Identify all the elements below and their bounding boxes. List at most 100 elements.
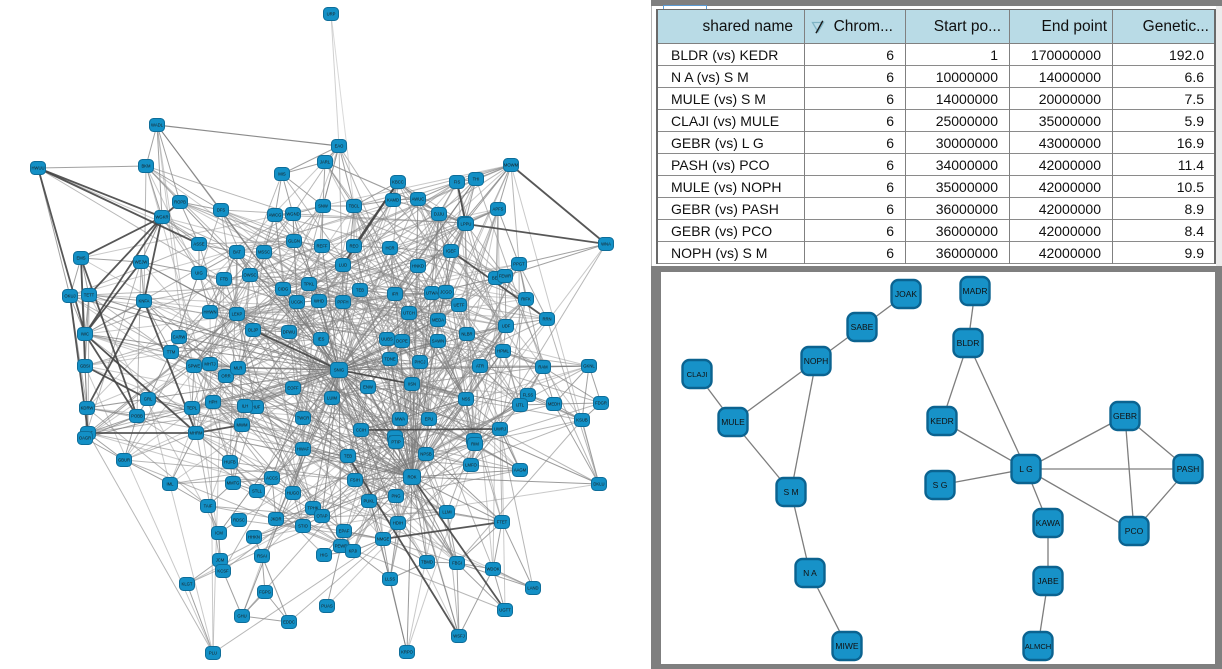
svg-text:STLL: STLL xyxy=(252,489,263,494)
svg-text:UETF: UETF xyxy=(454,303,465,308)
svg-text:TEB: TEB xyxy=(356,288,364,293)
svg-text:STIO: STIO xyxy=(298,524,309,529)
svg-text:KAWA: KAWA xyxy=(1036,518,1061,528)
svg-text:REFF: REFF xyxy=(317,244,328,249)
svg-text:RIFK: RIFK xyxy=(521,297,531,302)
svg-text:GHU: GHU xyxy=(237,614,246,619)
svg-text:TEB: TEB xyxy=(344,454,352,459)
svg-text:UDF: UDF xyxy=(502,324,511,329)
svg-text:MIWE: MIWE xyxy=(835,641,858,651)
svg-text:WDOK: WDOK xyxy=(486,567,499,572)
svg-text:KBCC: KBCC xyxy=(392,180,404,185)
svg-text:WADL: WADL xyxy=(151,123,164,128)
svg-text:LMFO: LMFO xyxy=(465,463,477,468)
svg-text:ENW: ENW xyxy=(363,385,373,390)
svg-text:IJTL: IJTL xyxy=(516,403,525,408)
svg-text:IGEF: IGEF xyxy=(446,249,456,254)
svg-text:TBCL: TBCL xyxy=(349,204,360,209)
svg-text:TPHK: TPHK xyxy=(307,506,318,511)
svg-text:UTWA: UTWA xyxy=(426,291,438,296)
svg-text:HPH: HPH xyxy=(209,400,218,405)
svg-text:ROK: ROK xyxy=(407,475,416,480)
svg-text:LLMI: LLMI xyxy=(442,510,451,515)
svg-text:HHKN: HHKN xyxy=(248,535,260,540)
svg-text:IWC: IWC xyxy=(81,332,89,337)
svg-text:TWCR: TWCR xyxy=(297,416,310,421)
svg-text:CLAJI: CLAJI xyxy=(687,370,708,379)
svg-text:CARW: CARW xyxy=(173,335,186,340)
svg-text:CIDG: CIDG xyxy=(278,287,288,292)
svg-text:UTCH: UTCH xyxy=(403,311,415,316)
svg-text:HPML: HPML xyxy=(497,349,509,354)
svg-text:MMTG: MMTG xyxy=(227,481,240,486)
svg-text:ALMCH: ALMCH xyxy=(1025,642,1052,651)
svg-text:UWRJ: UWRJ xyxy=(494,427,506,432)
svg-text:RDSC: RDSC xyxy=(233,518,245,523)
svg-text:SABE: SABE xyxy=(851,322,874,332)
svg-text:MEDA: MEDA xyxy=(432,318,444,323)
svg-text:RIM: RIM xyxy=(471,442,479,447)
svg-text:MULE: MULE xyxy=(721,417,745,427)
svg-text:PPGT: PPGT xyxy=(513,262,525,267)
svg-text:MOWM: MOWM xyxy=(504,163,519,168)
svg-text:HUGO: HUGO xyxy=(287,491,300,496)
svg-text:ASSE: ASSE xyxy=(193,242,204,247)
svg-text:DFS: DFS xyxy=(217,208,226,213)
svg-text:BKM: BKM xyxy=(141,164,151,169)
svg-text:PUKL: PUKL xyxy=(364,499,376,504)
svg-text:FTB: FTB xyxy=(220,277,228,282)
svg-text:TEPL: TEPL xyxy=(187,406,198,411)
svg-text:TBMD: TBMD xyxy=(421,560,433,565)
svg-text:LLSS: LLSS xyxy=(385,577,395,582)
svg-text:LEKP: LEKP xyxy=(232,312,243,317)
svg-text:FTET: FTET xyxy=(497,520,508,525)
svg-text:PHCJ: PHCJ xyxy=(415,360,426,365)
svg-text:PLU: PLU xyxy=(209,651,217,656)
svg-text:OAGR: OAGR xyxy=(79,436,91,441)
svg-text:HWAF: HWAF xyxy=(297,447,310,452)
svg-text:MSSC: MSSC xyxy=(258,250,270,255)
svg-text:NSS: NSS xyxy=(462,397,471,402)
svg-text:UCGK: UCGK xyxy=(291,300,303,305)
svg-text:POBB: POBB xyxy=(131,414,143,419)
svg-text:RAM: RAM xyxy=(538,365,548,370)
svg-text:GBUR: GBUR xyxy=(118,458,130,463)
svg-text:OKUJ: OKUJ xyxy=(64,294,75,299)
svg-text:UUBS: UUBS xyxy=(381,337,393,342)
svg-text:AWUC: AWUC xyxy=(412,197,425,202)
svg-text:EOFF: EOFF xyxy=(287,386,299,391)
svg-text:PCO: PCO xyxy=(1125,526,1144,536)
svg-text:PTIP: PTIP xyxy=(391,440,401,445)
svg-text:PASH: PASH xyxy=(1177,464,1200,474)
svg-text:HWUU: HWUU xyxy=(31,166,44,171)
svg-text:PEWR: PEWR xyxy=(335,544,348,549)
svg-text:OTAP: OTAP xyxy=(316,514,327,519)
svg-text:KAMD: KAMD xyxy=(387,198,399,203)
svg-text:S G: S G xyxy=(933,480,948,490)
svg-text:FBGI: FBGI xyxy=(452,561,462,566)
svg-text:PPFH: PPFH xyxy=(337,300,348,305)
svg-text:HUF: HUF xyxy=(252,405,261,410)
svg-text:ACCS: ACCS xyxy=(266,476,278,481)
svg-text:WGKR: WGKR xyxy=(155,215,168,220)
svg-text:JABE: JABE xyxy=(1037,576,1059,586)
svg-text:KPJI: KPJI xyxy=(349,549,358,554)
svg-text:TPKL: TPKL xyxy=(304,282,315,287)
svg-text:DFWU: DFWU xyxy=(283,330,296,335)
svg-text:FEWR: FEWR xyxy=(499,274,511,279)
svg-text:WNA: WNA xyxy=(601,242,611,247)
svg-text:IFR: IFR xyxy=(392,292,399,297)
svg-text:HIG: HIG xyxy=(320,553,327,558)
svg-text:HCR: HCR xyxy=(385,246,394,251)
svg-text:AWCG: AWCG xyxy=(269,213,282,218)
svg-text:OWSC: OWSC xyxy=(243,273,256,278)
svg-text:EPAF: EPAF xyxy=(339,529,350,534)
svg-text:JCGO: JCGO xyxy=(440,290,452,295)
svg-text:DJJU: DJJU xyxy=(434,212,444,217)
svg-text:UIG: UIG xyxy=(195,271,202,276)
svg-text:IISN: IISN xyxy=(408,382,416,387)
svg-text:HUFB: HUFB xyxy=(224,460,236,465)
svg-text:FDGR: FDGR xyxy=(595,401,607,406)
svg-text:WSFJ: WSFJ xyxy=(453,634,464,639)
svg-text:NLBR: NLBR xyxy=(461,332,472,337)
